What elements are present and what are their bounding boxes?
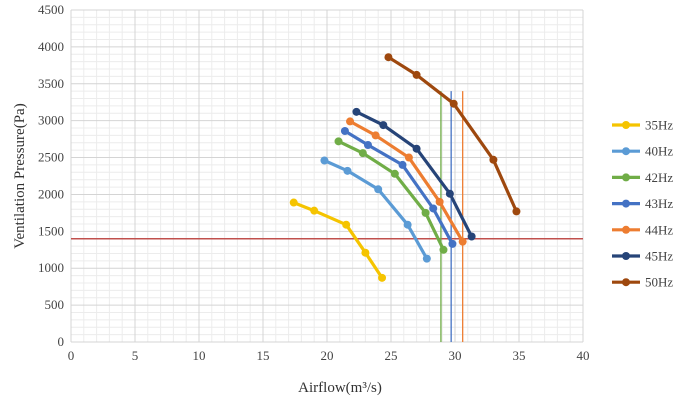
data-point <box>445 189 454 198</box>
y-tick-label: 3500 <box>38 76 64 91</box>
x-tick-label: 15 <box>257 348 270 363</box>
x-tick-label: 40 <box>577 348 590 363</box>
data-point <box>512 207 521 216</box>
legend-marker <box>622 121 630 129</box>
y-tick-label: 4000 <box>38 39 64 54</box>
legend-label: 43Hz <box>645 196 673 211</box>
data-point <box>412 144 421 153</box>
data-point <box>361 248 370 257</box>
y-tick-label: 500 <box>45 297 65 312</box>
data-point <box>449 99 458 108</box>
data-point <box>310 206 319 215</box>
data-point <box>358 149 367 158</box>
legend-marker <box>622 278 630 287</box>
data-point <box>374 185 383 194</box>
y-tick-label: 1000 <box>38 260 64 275</box>
data-point <box>352 107 361 116</box>
data-point <box>412 70 421 79</box>
data-point <box>378 273 387 282</box>
legend-label: 50Hz <box>645 275 673 290</box>
data-point <box>346 117 355 126</box>
data-point <box>343 166 352 175</box>
data-point <box>340 126 349 135</box>
data-point <box>429 204 438 213</box>
data-point <box>448 239 457 248</box>
legend-marker <box>622 147 630 156</box>
data-point <box>422 254 431 263</box>
data-point <box>435 197 444 206</box>
legend-marker <box>622 252 630 260</box>
data-point <box>398 160 407 169</box>
x-tick-label: 0 <box>68 348 75 363</box>
x-tick-label: 30 <box>449 348 462 363</box>
y-tick-label: 2500 <box>38 150 64 165</box>
y-tick-label: 0 <box>58 334 65 349</box>
data-point <box>334 137 343 146</box>
data-point <box>458 237 467 246</box>
major-grid <box>70 9 584 343</box>
series-group <box>289 53 521 282</box>
data-point <box>421 208 430 217</box>
y-axis-title: Ventilation Pressure(Pa) <box>12 103 28 248</box>
data-point <box>371 131 380 140</box>
y-tick-labels: 0 500 1000 1500 2000 2500 3000 3500 4000 4500 <box>38 2 64 349</box>
legend-marker <box>622 199 630 208</box>
legend-marker <box>622 173 630 182</box>
legend: 35Hz 40Hz 42Hz 43Hz 44Hz 45Hz 50Hz <box>612 118 673 290</box>
x-tick-labels: 0 5 10 15 20 25 30 35 40 <box>68 348 590 363</box>
legend-label: 40Hz <box>645 144 673 159</box>
x-tick-label: 10 <box>193 348 206 363</box>
legend-label: 42Hz <box>645 170 673 185</box>
x-tick-label: 35 <box>513 348 526 363</box>
data-point <box>363 141 372 150</box>
legend-label: 35Hz <box>645 118 673 133</box>
data-point <box>289 198 298 207</box>
legend-label: 44Hz <box>645 222 673 237</box>
y-tick-label: 3000 <box>38 113 64 128</box>
legend-marker <box>622 225 630 234</box>
data-point <box>379 121 388 130</box>
data-point <box>439 245 448 254</box>
data-point <box>467 232 476 241</box>
x-tick-label: 20 <box>321 348 334 363</box>
legend-label: 45Hz <box>645 249 673 264</box>
y-tick-label: 1500 <box>38 223 64 238</box>
data-point <box>320 156 329 165</box>
data-point <box>404 153 413 162</box>
data-point <box>384 53 393 62</box>
y-tick-label: 4500 <box>38 2 64 17</box>
x-tick-label: 25 <box>385 348 398 363</box>
data-point <box>390 169 399 178</box>
x-axis-title: Airflow(m³/s) <box>298 380 382 396</box>
data-point <box>403 220 412 229</box>
data-point <box>342 220 351 229</box>
x-tick-label: 5 <box>132 348 139 363</box>
y-tick-label: 2000 <box>38 186 64 201</box>
data-point <box>489 155 498 164</box>
